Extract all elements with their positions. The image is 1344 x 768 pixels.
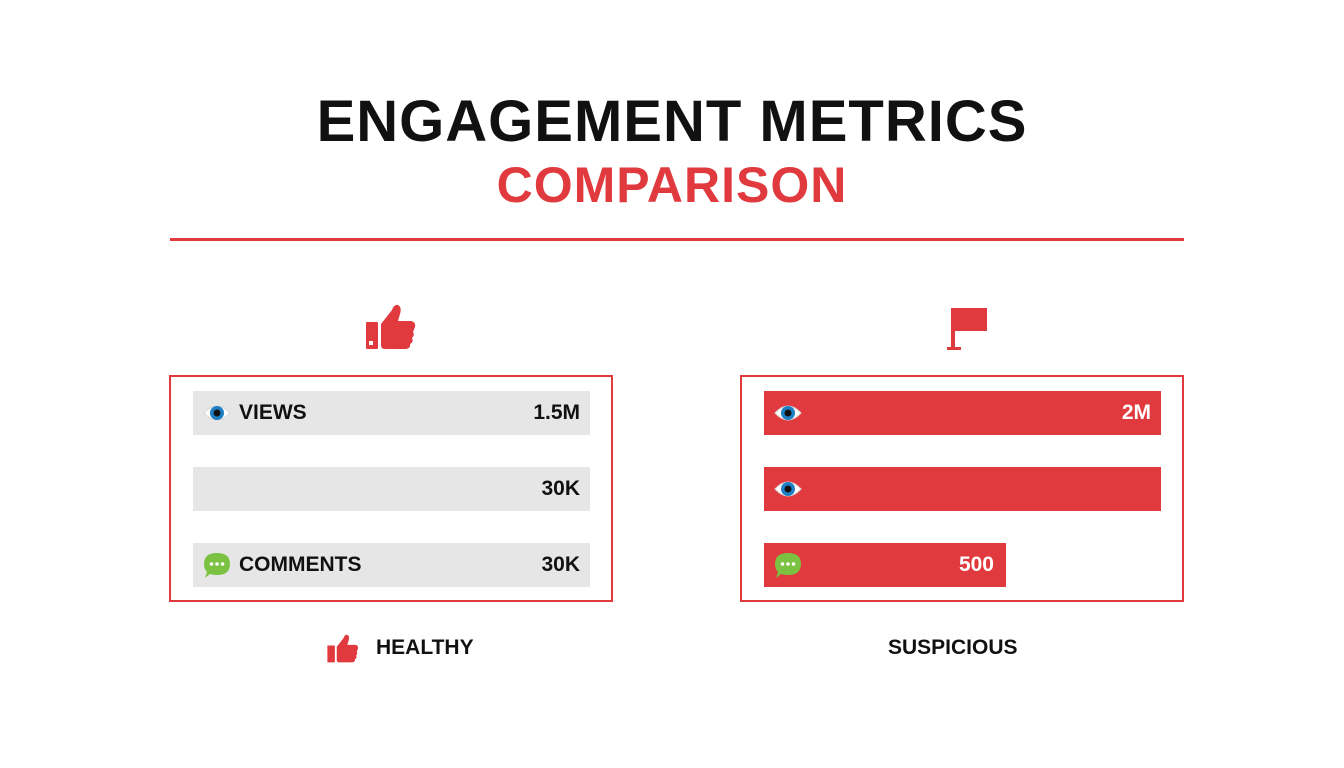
suspicious-metrics-panel: 2M 500	[740, 375, 1184, 602]
page-title: ENGAGEMENT METRICS	[316, 89, 1028, 154]
thumbs-up-icon	[366, 304, 416, 349]
verdict-healthy: HEALTHY	[326, 633, 526, 663]
metric-bar: 30K	[193, 467, 590, 511]
title-divider	[170, 238, 1184, 241]
comment-icon	[774, 551, 802, 579]
metric-bar: 500	[764, 543, 1006, 587]
metric-bar: 2M	[764, 391, 1161, 435]
comment-icon	[203, 551, 231, 579]
eye-icon	[774, 399, 802, 427]
flag-icon	[947, 308, 987, 350]
metric-value: 30K	[541, 553, 580, 576]
metric-bar	[764, 467, 1161, 511]
metric-label: VIEWS	[239, 401, 307, 424]
thumbs-up-icon	[327, 634, 359, 663]
metric-bar: COMMENTS 30K	[193, 543, 590, 587]
metric-bar: VIEWS 1.5M	[193, 391, 590, 435]
verdict-suspicious: SUSPICIOUS	[860, 633, 1060, 663]
verdict-label: HEALTHY	[376, 636, 474, 659]
metric-value: 1.5M	[533, 401, 580, 424]
metric-value: 2M	[1121, 401, 1151, 424]
page-subtitle: COMPARISON	[496, 157, 848, 213]
healthy-metrics-panel: VIEWS 1.5M 30K COMMENTS 30K	[169, 375, 613, 602]
metric-label: COMMENTS	[239, 553, 362, 576]
metric-value: 500	[958, 553, 994, 576]
verdict-label: SUSPICIOUS	[888, 636, 1018, 659]
metric-value: 30K	[541, 477, 580, 500]
eye-icon	[203, 399, 231, 427]
eye-icon	[774, 475, 802, 503]
